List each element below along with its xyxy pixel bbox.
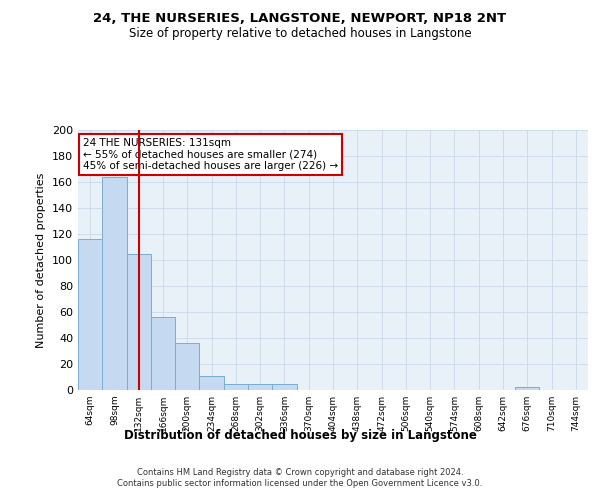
Y-axis label: Number of detached properties: Number of detached properties [37,172,46,348]
Bar [78,239,102,390]
Text: 24 THE NURSERIES: 131sqm
← 55% of detached houses are smaller (274)
45% of semi-: 24 THE NURSERIES: 131sqm ← 55% of detach… [83,138,338,171]
Bar [102,177,127,390]
Bar [175,343,199,390]
Bar [224,384,248,390]
Text: 24, THE NURSERIES, LANGSTONE, NEWPORT, NP18 2NT: 24, THE NURSERIES, LANGSTONE, NEWPORT, N… [94,12,506,26]
Bar [248,384,272,390]
Text: Distribution of detached houses by size in Langstone: Distribution of detached houses by size … [124,428,476,442]
Bar [515,388,539,390]
Bar [151,317,175,390]
Text: Size of property relative to detached houses in Langstone: Size of property relative to detached ho… [128,28,472,40]
Bar [127,254,151,390]
Text: Contains HM Land Registry data © Crown copyright and database right 2024.
Contai: Contains HM Land Registry data © Crown c… [118,468,482,487]
Bar [272,384,296,390]
Bar [199,376,224,390]
